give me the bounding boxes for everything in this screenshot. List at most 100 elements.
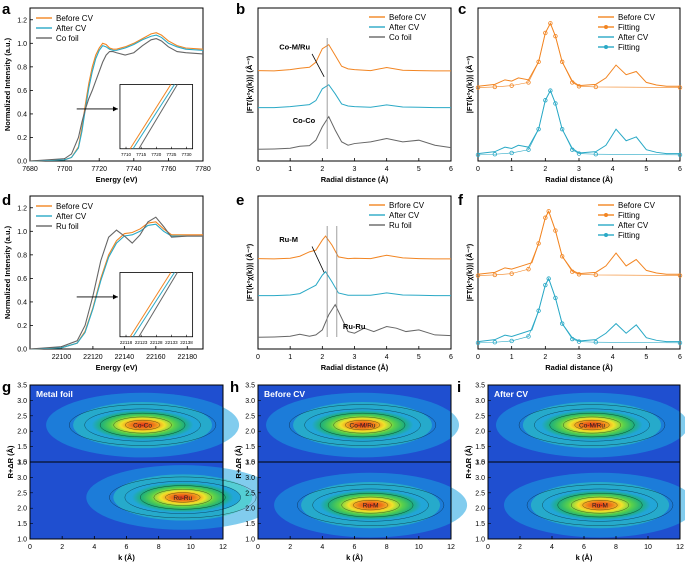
contour-line (109, 476, 257, 519)
fit-point (509, 271, 514, 276)
x-tick-label: 6 (678, 354, 682, 361)
fit-point (492, 340, 498, 345)
y-tick-label: 3.0 (245, 475, 255, 482)
legend-marker (604, 233, 608, 237)
y-tick-label: 0.2 (17, 135, 27, 142)
fit-point (475, 340, 481, 346)
y-tick-label: 1.5 (475, 521, 485, 528)
series-line (477, 89, 680, 155)
fit-point (593, 272, 599, 278)
contour-line (333, 416, 392, 434)
contour-line (353, 500, 389, 511)
contour-line (518, 404, 666, 446)
fit-point (593, 152, 599, 157)
contour-line (153, 489, 212, 506)
contour-line (542, 488, 658, 522)
fit-point (570, 80, 575, 85)
inset-series (129, 84, 172, 150)
fit-point (553, 101, 558, 106)
fit-point (553, 33, 558, 39)
x-tick-label: 3 (577, 166, 581, 173)
x-tick-label: 2 (543, 166, 547, 173)
legend-label: After CV (389, 211, 420, 220)
annotation: Co-Co (293, 116, 316, 125)
y-tick-label: 1.0 (475, 460, 485, 467)
y-tick-label: 0.4 (17, 111, 27, 118)
legend-label: Before CV (389, 13, 427, 22)
y-tick-label: 3.5 (475, 460, 485, 467)
x-axis-label: Radial distance (Å) (321, 175, 389, 184)
legend-label: After CV (618, 33, 649, 42)
x-tick-label: 6 (678, 166, 682, 173)
heatmap-label: Ru-M (363, 503, 379, 510)
fit-point (553, 295, 558, 301)
x-tick-label: 6 (353, 544, 357, 551)
contour-line (304, 408, 421, 442)
fit-point (526, 80, 531, 85)
legend-marker (604, 45, 608, 49)
y-tick-label: 0.6 (17, 88, 27, 95)
legend-label: After CV (618, 221, 649, 230)
fit-point (576, 272, 582, 277)
contour-line (289, 404, 437, 446)
panel-label: h (230, 379, 239, 396)
legend-label: Before CV (56, 202, 94, 211)
x-tick-label: 6 (125, 544, 129, 551)
legend-label: Fitting (618, 211, 640, 220)
x-tick-label: 22160 (146, 354, 166, 361)
x-tick-label: 12 (219, 544, 227, 551)
inset-tick-label: 7710 (121, 152, 132, 157)
fit-point (593, 340, 599, 345)
x-tick-label: 4 (320, 544, 324, 551)
fit-point (543, 215, 548, 220)
y-tick-label: 2.5 (17, 413, 27, 420)
fit-point (677, 273, 683, 278)
y-tick-label: 3.0 (17, 475, 27, 482)
panel-b: b 0 1 2 3 4 5 6 Radial distance (Å) |FT(k²χ(k))| … (236, 1, 453, 184)
legend-marker (604, 25, 608, 29)
y-tick-label: 2.5 (475, 490, 485, 497)
panel-f: f 0 1 2 3 4 5 6 Radial distance (Å) |FT(k²χ(k))| … (458, 192, 683, 372)
y-tick-label: 2.5 (245, 490, 255, 497)
contour-line (165, 492, 201, 503)
plot-frame (29, 195, 204, 350)
inset-series (138, 84, 178, 150)
contour-line (341, 496, 400, 514)
fit-point (509, 150, 514, 156)
x-tick-label: 2 (60, 544, 64, 551)
inset-tick-label: 22118 (120, 340, 133, 345)
fit-point (677, 152, 683, 158)
fit-point (546, 276, 551, 281)
panel-label: g (2, 379, 11, 396)
x-axis-label: k (Å) (118, 553, 135, 562)
y-tick-label: 0.2 (17, 323, 27, 330)
fit-point (559, 126, 565, 132)
arrow-head (112, 106, 118, 112)
contour-line (582, 500, 618, 511)
x-tick-label: 7720 (91, 166, 107, 173)
legend-label: Co foil (389, 33, 412, 42)
x-tick-label: 2 (518, 544, 522, 551)
fit-point (475, 152, 481, 158)
fit-point (536, 308, 541, 313)
series-line (257, 235, 451, 260)
y-tick-label: 0.8 (17, 64, 27, 71)
panel-e: e 0 1 2 3 4 5 6 Radial distance (Å) |FT(k²χ(k))| … (236, 192, 453, 372)
heatmap-title: Before CV (264, 389, 305, 399)
series-line (477, 22, 681, 88)
y-tick-label: 1.0 (17, 41, 27, 48)
x-tick-label: 22120 (83, 354, 103, 361)
x-tick-label: 1 (288, 354, 292, 361)
y-tick-label: 3.5 (245, 460, 255, 467)
legend-label: Co foil (56, 34, 79, 43)
inset-tick-label: 22128 (150, 340, 163, 345)
fit-point (509, 338, 514, 344)
y-tick-label: 1.5 (475, 444, 485, 451)
x-tick-label: 10 (415, 544, 423, 551)
x-tick-label: 1 (510, 166, 514, 173)
inset-series (129, 272, 172, 338)
y-axis-label: R+ΔR (Å) (6, 445, 15, 479)
x-tick-label: 8 (614, 544, 618, 551)
panel-label: f (458, 192, 464, 209)
contour-line (344, 419, 381, 431)
